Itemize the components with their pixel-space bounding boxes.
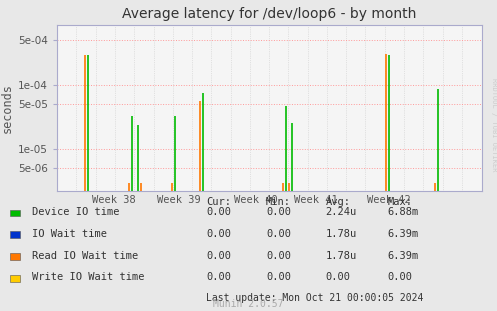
Y-axis label: seconds: seconds <box>1 83 14 133</box>
Text: 6.39m: 6.39m <box>388 251 419 261</box>
Text: 0.00: 0.00 <box>206 207 231 217</box>
Text: IO Wait time: IO Wait time <box>32 229 107 239</box>
Text: 0.00: 0.00 <box>266 229 291 239</box>
Text: Cur:: Cur: <box>206 197 231 207</box>
Text: Read IO Wait time: Read IO Wait time <box>32 251 139 261</box>
Title: Average latency for /dev/loop6 - by month: Average latency for /dev/loop6 - by mont… <box>122 7 417 21</box>
Text: Munin 2.0.57: Munin 2.0.57 <box>213 299 284 309</box>
Text: Device IO time: Device IO time <box>32 207 120 217</box>
Text: 6.39m: 6.39m <box>388 229 419 239</box>
Text: 0.00: 0.00 <box>206 272 231 282</box>
Text: 2.24u: 2.24u <box>326 207 357 217</box>
Text: 0.00: 0.00 <box>326 272 350 282</box>
Text: RRDTOOL / TOBI OETIKER: RRDTOOL / TOBI OETIKER <box>491 78 497 171</box>
Text: Avg:: Avg: <box>326 197 350 207</box>
Text: Min:: Min: <box>266 197 291 207</box>
Text: 6.88m: 6.88m <box>388 207 419 217</box>
Text: 0.00: 0.00 <box>266 251 291 261</box>
Text: Max:: Max: <box>388 197 413 207</box>
Text: 0.00: 0.00 <box>388 272 413 282</box>
Text: Last update: Mon Oct 21 00:00:05 2024: Last update: Mon Oct 21 00:00:05 2024 <box>206 293 423 303</box>
Text: 1.78u: 1.78u <box>326 229 357 239</box>
Text: 1.78u: 1.78u <box>326 251 357 261</box>
Text: 0.00: 0.00 <box>206 229 231 239</box>
Text: Write IO Wait time: Write IO Wait time <box>32 272 145 282</box>
Text: 0.00: 0.00 <box>206 251 231 261</box>
Text: 0.00: 0.00 <box>266 272 291 282</box>
Text: 0.00: 0.00 <box>266 207 291 217</box>
